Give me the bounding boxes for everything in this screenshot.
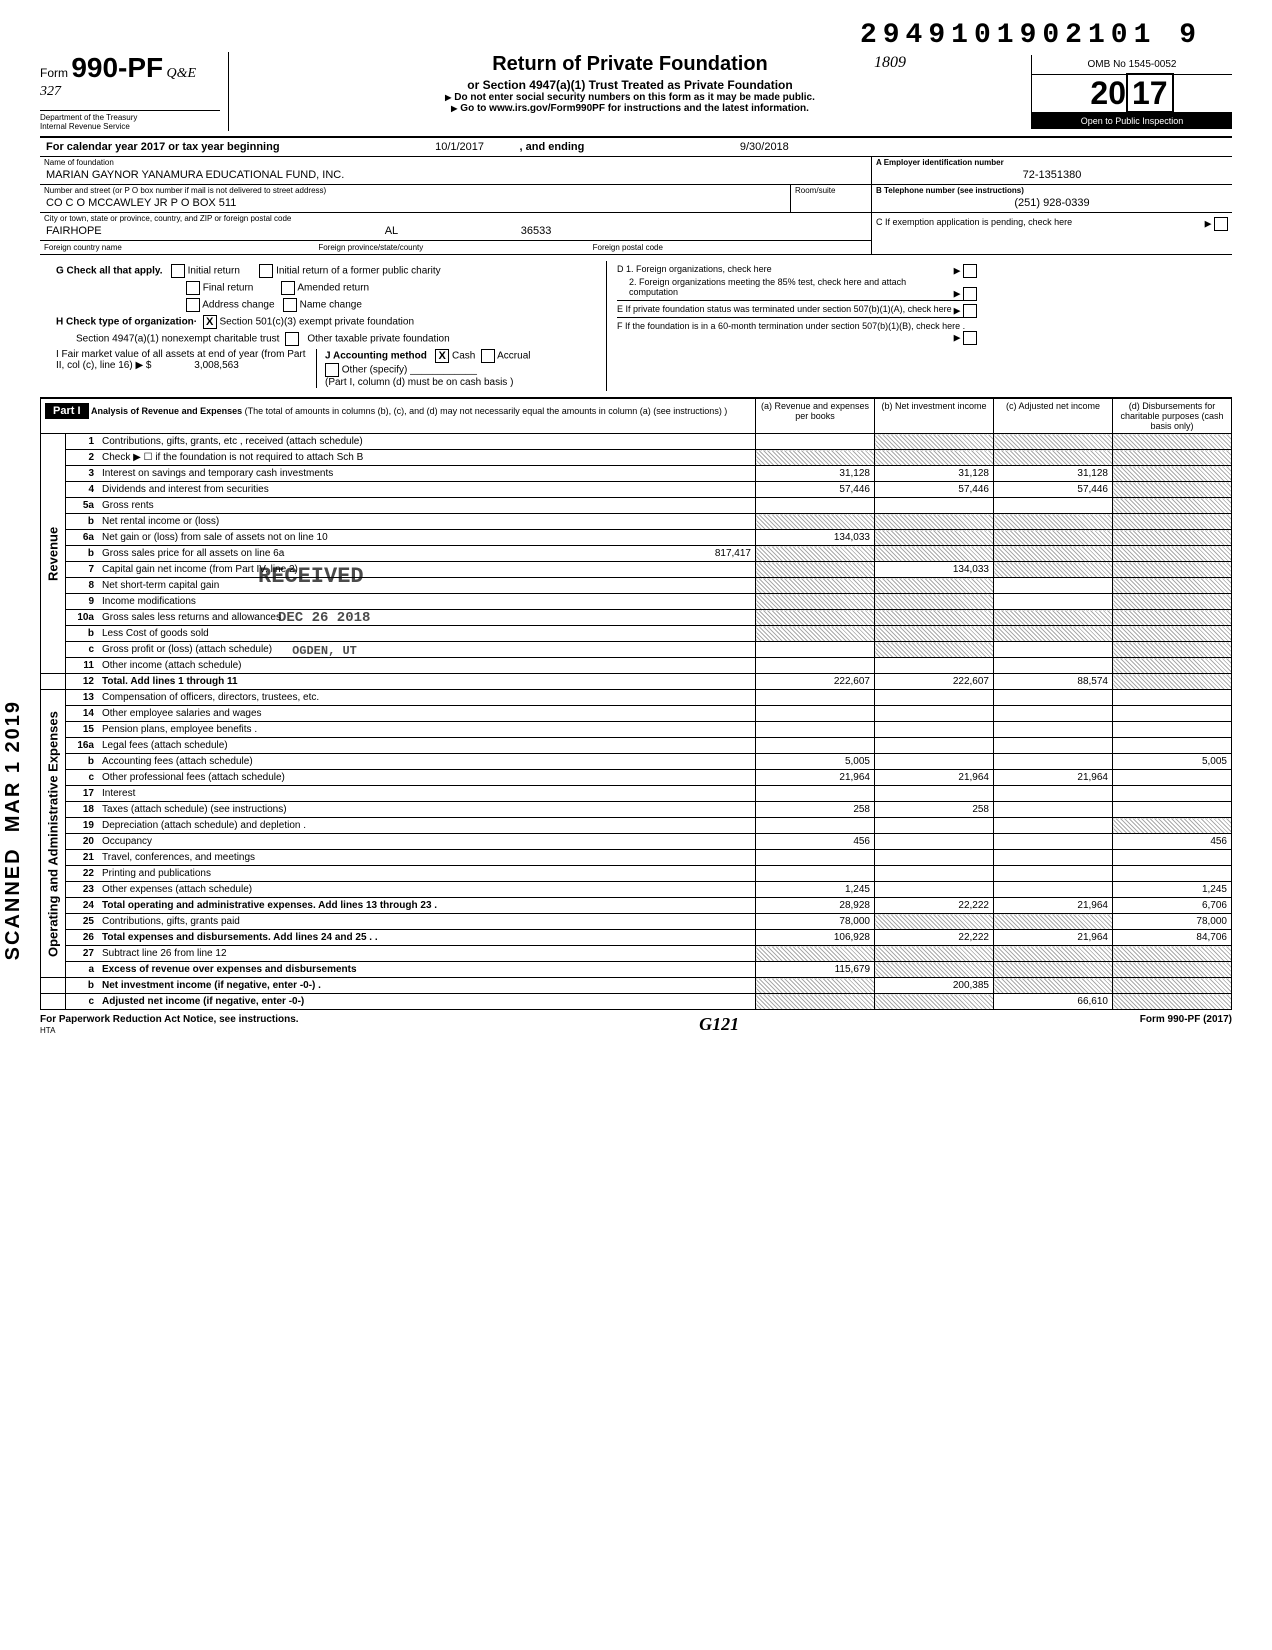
form-subtitle: or Section 4947(a)(1) Trust Treated as P… <box>239 78 1021 92</box>
ein: 72-1351380 <box>872 168 1232 184</box>
d1-cb[interactable] <box>963 264 977 278</box>
ein-label: A Employer identification number <box>872 157 1232 168</box>
dec-stamp: DEC 26 2018 <box>278 610 370 626</box>
hand-1809: 1809 <box>874 54 906 71</box>
final-return-cb[interactable] <box>186 281 200 295</box>
dept-irs: Internal Revenue Service <box>40 122 220 131</box>
f-cb[interactable] <box>963 331 977 345</box>
margin-stamp: SCANNED MAR 1 2019 <box>2 700 25 960</box>
received-stamp: RECEIVED <box>258 564 364 589</box>
city-state-zip: FAIRHOPE AL 36533 <box>40 224 871 240</box>
identity-block: Name of foundation MARIAN GAYNOR YANAMUR… <box>40 157 1232 255</box>
ogden-stamp: OGDEN, UT <box>292 644 357 658</box>
room-label: Room/suite <box>791 185 871 196</box>
part1-table: Part I Analysis of Revenue and Expenses … <box>40 398 1232 1010</box>
c-label: C If exemption application is pending, c… <box>876 217 1072 227</box>
open-inspection: Open to Public Inspection <box>1032 113 1232 129</box>
revenue-side-label: Revenue <box>41 434 66 674</box>
tax-year-end: 9/30/2018 <box>704 141 824 153</box>
foundation-name: MARIAN GAYNOR YANAMURA EDUCATIONAL FUND,… <box>40 168 871 184</box>
expenses-side-label: Operating and Administrative Expenses <box>41 690 66 978</box>
col-a-header: (a) Revenue and expenses per books <box>756 399 875 434</box>
addr-label: Number and street (or P O box number if … <box>40 185 790 196</box>
e-cb[interactable] <box>963 304 977 318</box>
col-c-header: (c) Adjusted net income <box>994 399 1113 434</box>
form-number: 990-PF <box>71 52 163 83</box>
amended-cb[interactable] <box>281 281 295 295</box>
foreign-province-label: Foreign province/state/county <box>318 243 592 252</box>
instr-web: Go to www.irs.gov/Form990PF for instruct… <box>239 103 1021 114</box>
page-footer: For Paperwork Reduction Act Notice, see … <box>40 1010 1232 1036</box>
tax-year-begin: 10/1/2017 <box>400 141 520 153</box>
tel-label: B Telephone number (see instructions) <box>872 185 1232 196</box>
part1-tag: Part I <box>45 403 89 419</box>
name-label: Name of foundation <box>40 157 871 168</box>
foreign-country-label: Foreign country name <box>44 243 318 252</box>
address: CO C O MCCAWLEY JR P O BOX 511 <box>40 196 790 212</box>
form-footer-id: Form 990-PF (2017) <box>1140 1014 1232 1036</box>
omb-number: OMB No 1545-0052 <box>1032 55 1232 75</box>
fmv-assets: 3,008,563 <box>194 360 239 371</box>
addr-change-cb[interactable] <box>186 298 200 312</box>
501c3-cb[interactable]: X <box>203 315 217 329</box>
initial-pc-cb[interactable] <box>259 264 273 278</box>
form-header: Form 990-PF Q&E327 Department of the Tre… <box>40 51 1232 138</box>
name-change-cb[interactable] <box>283 298 297 312</box>
col-b-header: (b) Net investment income <box>875 399 994 434</box>
foreign-postal-label: Foreign postal code <box>593 243 867 252</box>
tax-year: 2017 <box>1032 75 1232 113</box>
calendar-year-row: For calendar year 2017 or tax year begin… <box>40 138 1232 157</box>
cash-cb[interactable]: X <box>435 349 449 363</box>
instr-ssn: Do not enter social security numbers on … <box>239 92 1021 103</box>
accrual-cb[interactable] <box>481 349 495 363</box>
other-method-cb[interactable] <box>325 363 339 377</box>
initial-return-cb[interactable] <box>171 264 185 278</box>
col-d-header: (d) Disbursements for charitable purpose… <box>1113 399 1232 434</box>
dept-treasury: Department of the Treasury <box>40 113 220 122</box>
c-checkbox[interactable] <box>1214 217 1228 231</box>
telephone: (251) 928-0339 <box>872 196 1232 212</box>
hand-sig: G121 <box>699 1014 739 1036</box>
document-locator-number: 2949101902101 9 <box>40 20 1202 51</box>
city-label: City or town, state or province, country… <box>40 213 871 224</box>
form-label: Form <box>40 66 68 80</box>
4947-cb[interactable] <box>285 332 299 346</box>
section-g-h: G Check all that apply. Initial return I… <box>40 255 1232 398</box>
d2-cb[interactable] <box>963 287 977 301</box>
